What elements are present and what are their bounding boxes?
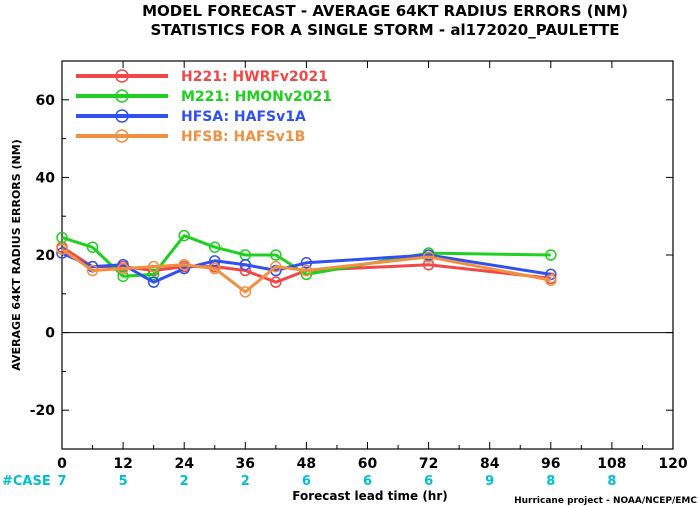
legend-label: M221: HMONv2021 xyxy=(181,89,332,105)
y-tick-label: 20 xyxy=(36,248,56,264)
plot-frame xyxy=(61,60,674,450)
case-value: 6 xyxy=(302,474,311,489)
chart-title: MODEL FORECAST - AVERAGE 64KT RADIUS ERR… xyxy=(142,2,628,20)
data-point xyxy=(86,264,99,277)
x-tick-label: 24 xyxy=(174,456,194,472)
legend-marker xyxy=(115,69,129,83)
y-tick-label: 60 xyxy=(36,93,56,109)
legend-entry: HFSA: HAFSv1A xyxy=(76,109,306,125)
data-point xyxy=(209,241,221,253)
x-tick-label: 12 xyxy=(113,456,132,472)
y-tick-label: 0 xyxy=(45,326,55,342)
data-point xyxy=(117,262,129,275)
legend-label: HFSA: HAFSv1A xyxy=(181,109,306,125)
data-point xyxy=(86,241,99,253)
case-value: 5 xyxy=(119,474,128,489)
legend-entry: HFSB: HAFSv1B xyxy=(76,129,305,145)
data-point xyxy=(270,249,282,261)
data-point xyxy=(422,251,435,263)
data-point xyxy=(147,276,160,288)
x-axis-label: Forecast lead time (hr) xyxy=(292,489,448,503)
x-tick-label: 0 xyxy=(57,456,67,472)
case-value: 8 xyxy=(607,474,616,489)
legend-entry: H221: HWRFv2021 xyxy=(76,69,328,85)
series-2 xyxy=(56,247,557,288)
x-tick-label: 84 xyxy=(480,456,500,472)
data-point xyxy=(147,268,160,281)
data-point xyxy=(239,258,252,271)
data-point xyxy=(300,264,313,277)
case-values: 7 5 2 2 6 6 6 9 8 8 xyxy=(57,474,616,489)
y-tick-label: -20 xyxy=(30,403,56,419)
case-value: 6 xyxy=(363,474,372,489)
series-1 xyxy=(56,229,557,283)
case-value: 2 xyxy=(180,474,189,489)
data-point xyxy=(56,231,68,244)
y-tick-label: 40 xyxy=(36,170,56,186)
x-tick-label: 72 xyxy=(419,456,438,472)
data-point xyxy=(147,260,160,273)
series-line xyxy=(61,251,552,284)
chart-subtitle: STATISTICS FOR A SINGLE STORM - al172020… xyxy=(150,21,619,39)
data-point xyxy=(178,229,190,242)
case-value: 8 xyxy=(546,474,555,489)
case-value: 9 xyxy=(485,474,494,489)
axes-layer: 0 12 24 36 48 60 72 84 96 108 120 60 40 20 0 -20 xyxy=(30,60,688,472)
x-tick-label: 48 xyxy=(297,456,316,472)
case-label: #CASE xyxy=(2,474,51,489)
data-point xyxy=(56,243,68,255)
legend-label: HFSB: HAFSv1B xyxy=(181,129,305,145)
x-tick-label: 60 xyxy=(358,456,378,472)
data-point xyxy=(270,260,282,273)
series-3 xyxy=(56,243,557,298)
data-point xyxy=(545,274,557,286)
x-tick-label: 108 xyxy=(597,456,626,472)
x-tick-label: 96 xyxy=(541,456,560,472)
case-value: 7 xyxy=(57,474,66,489)
y-axis-label: AVERAGE 64KT RADIUS ERRORS (NM) xyxy=(10,139,23,370)
data-point xyxy=(239,286,252,298)
x-tick-label: 36 xyxy=(236,456,255,472)
legend-entry: M221: HMONv2021 xyxy=(76,89,332,105)
legend-marker xyxy=(115,109,129,123)
data-point xyxy=(270,276,282,288)
credit-text: Hurricane project - NOAA/NCEP/EMC xyxy=(514,496,697,506)
data-point xyxy=(300,257,313,269)
data-point xyxy=(117,270,129,283)
legend: H221: HWRFv2021 M221: HMONv2021 HFSA: HAFS… xyxy=(76,69,332,145)
legend-label: H221: HWRFv2021 xyxy=(181,69,328,85)
series-line xyxy=(61,247,552,294)
data-point xyxy=(178,258,190,271)
legend-marker xyxy=(115,89,129,103)
x-tick-label: 120 xyxy=(658,456,687,472)
legend-marker xyxy=(115,129,129,143)
series-layer xyxy=(56,229,557,298)
data-point xyxy=(545,249,557,261)
case-value: 2 xyxy=(241,474,250,489)
data-point xyxy=(209,262,221,275)
data-point xyxy=(209,255,221,267)
case-value: 6 xyxy=(424,474,433,489)
